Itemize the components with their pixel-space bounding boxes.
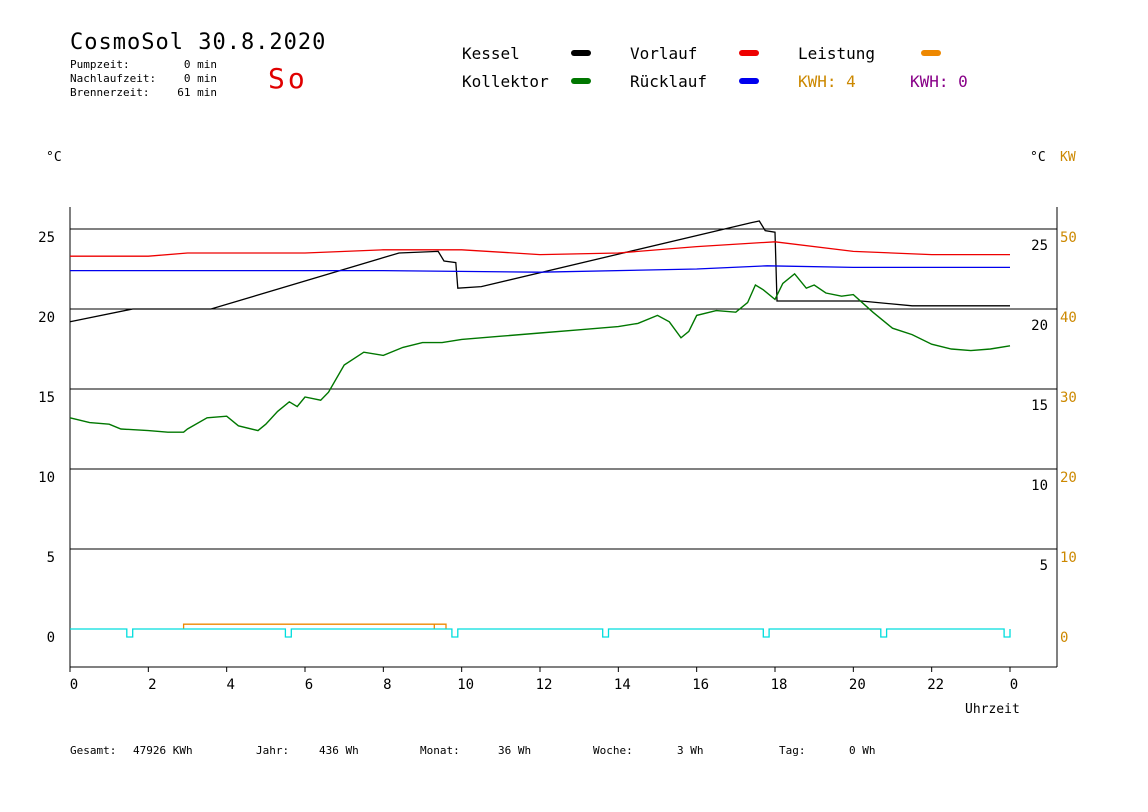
x-tick-label: 0 xyxy=(1010,677,1018,693)
y-tick-label-right-power: 30 xyxy=(1060,390,1077,406)
y-tick-label-right-power: 40 xyxy=(1060,310,1077,326)
y-tick-label-right-temp: 20 xyxy=(1031,318,1048,334)
footer-woche-label: Woche: xyxy=(593,744,633,757)
x-axis-label: Uhrzeit xyxy=(965,702,1020,717)
stat-label-nachlaufzeit: Nachlaufzeit: xyxy=(70,72,157,85)
chart-title: CosmoSol 30.8.2020 xyxy=(70,30,327,55)
legend-swatch-leistung xyxy=(921,50,941,56)
legend-swatch-vorlauf xyxy=(739,50,759,56)
legend-label-vorlauf: Vorlauf xyxy=(630,44,698,63)
legend-kwh-secondary: KWH: 0 xyxy=(910,72,968,91)
stat-value-brennerzeit: 61 min xyxy=(177,86,217,99)
legend-swatch-kollektor xyxy=(571,78,591,84)
y-tick-label-right-temp: 15 xyxy=(1031,398,1048,414)
series-line-ruecklauf xyxy=(70,265,1010,273)
weekday-indicator: So xyxy=(268,62,308,95)
footer-woche-value: 3 Wh xyxy=(677,744,704,757)
stat-value-nachlaufzeit: 0 min xyxy=(183,72,217,85)
x-tick-label: 0 xyxy=(70,677,78,693)
legend-swatch-kessel xyxy=(571,50,591,56)
series-line-vorlauf xyxy=(70,241,1010,257)
y-tick-label-left: 5 xyxy=(47,550,55,566)
x-tick-label: 2 xyxy=(148,677,156,693)
x-tick-label: 4 xyxy=(226,677,234,693)
y-tick-label-right-power: 10 xyxy=(1060,550,1077,566)
legend-label-leistung: Leistung xyxy=(798,44,876,63)
y-tick-label-right-temp: 10 xyxy=(1031,478,1048,494)
legend-label-kessel: Kessel xyxy=(462,44,520,63)
series-line-leistung xyxy=(182,623,447,629)
y-tick-label-left: 0 xyxy=(47,630,55,646)
y-tick-label-right-temp: 5 xyxy=(1040,558,1048,574)
x-tick-label: 8 xyxy=(383,677,391,693)
legend-label-kollektor: Kollektor xyxy=(462,72,549,91)
x-tick-label: 20 xyxy=(849,677,866,693)
left-axis-unit: °C xyxy=(46,150,62,165)
legend-swatch-ruecklauf xyxy=(739,78,759,84)
y-tick-label-right-power: 0 xyxy=(1060,630,1068,646)
x-tick-label: 10 xyxy=(457,677,474,693)
series-line-kollektor xyxy=(69,272,1011,433)
x-tick-label: 16 xyxy=(692,677,709,693)
x-tick-label: 22 xyxy=(927,677,944,693)
right-axis-unit-temp: °C xyxy=(1030,150,1046,165)
footer-jahr-value: 436 Wh xyxy=(319,744,359,757)
legend-label-ruecklauf: Rücklauf xyxy=(630,72,708,91)
x-tick-label: 14 xyxy=(614,677,631,693)
right-axis-unit-power: KW xyxy=(1060,150,1076,165)
stat-label-pumpzeit: Pumpzeit: xyxy=(70,58,130,71)
y-tick-label-left: 20 xyxy=(38,310,55,326)
footer-tag-value: 0 Wh xyxy=(849,744,876,757)
y-tick-label-left: 15 xyxy=(38,390,55,406)
footer-tag-label: Tag: xyxy=(779,744,806,757)
footer-gesamt-value: 47926 KWh xyxy=(133,744,193,757)
series-line-pumpe xyxy=(70,628,1011,638)
x-tick-label: 12 xyxy=(536,677,553,693)
footer-jahr-label: Jahr: xyxy=(256,744,290,757)
footer-monat-value: 36 Wh xyxy=(498,744,532,757)
y-tick-label-right-temp: 25 xyxy=(1031,238,1048,254)
x-tick-label: 6 xyxy=(305,677,313,693)
footer-gesamt-label: Gesamt: xyxy=(70,744,117,757)
y-tick-label-right-power: 20 xyxy=(1060,470,1077,486)
legend-kwh-primary: KWH: 4 xyxy=(798,72,856,91)
footer-monat-label: Monat: xyxy=(420,744,460,757)
stat-value-pumpzeit: 0 min xyxy=(183,58,217,71)
x-tick-label: 18 xyxy=(771,677,788,693)
y-tick-label-right-power: 50 xyxy=(1060,230,1077,246)
y-tick-label-left: 25 xyxy=(38,230,55,246)
stat-label-brennerzeit: Brennerzeit: xyxy=(70,86,150,99)
series-line-kessel xyxy=(69,220,1010,323)
y-tick-label-left: 10 xyxy=(38,470,55,486)
